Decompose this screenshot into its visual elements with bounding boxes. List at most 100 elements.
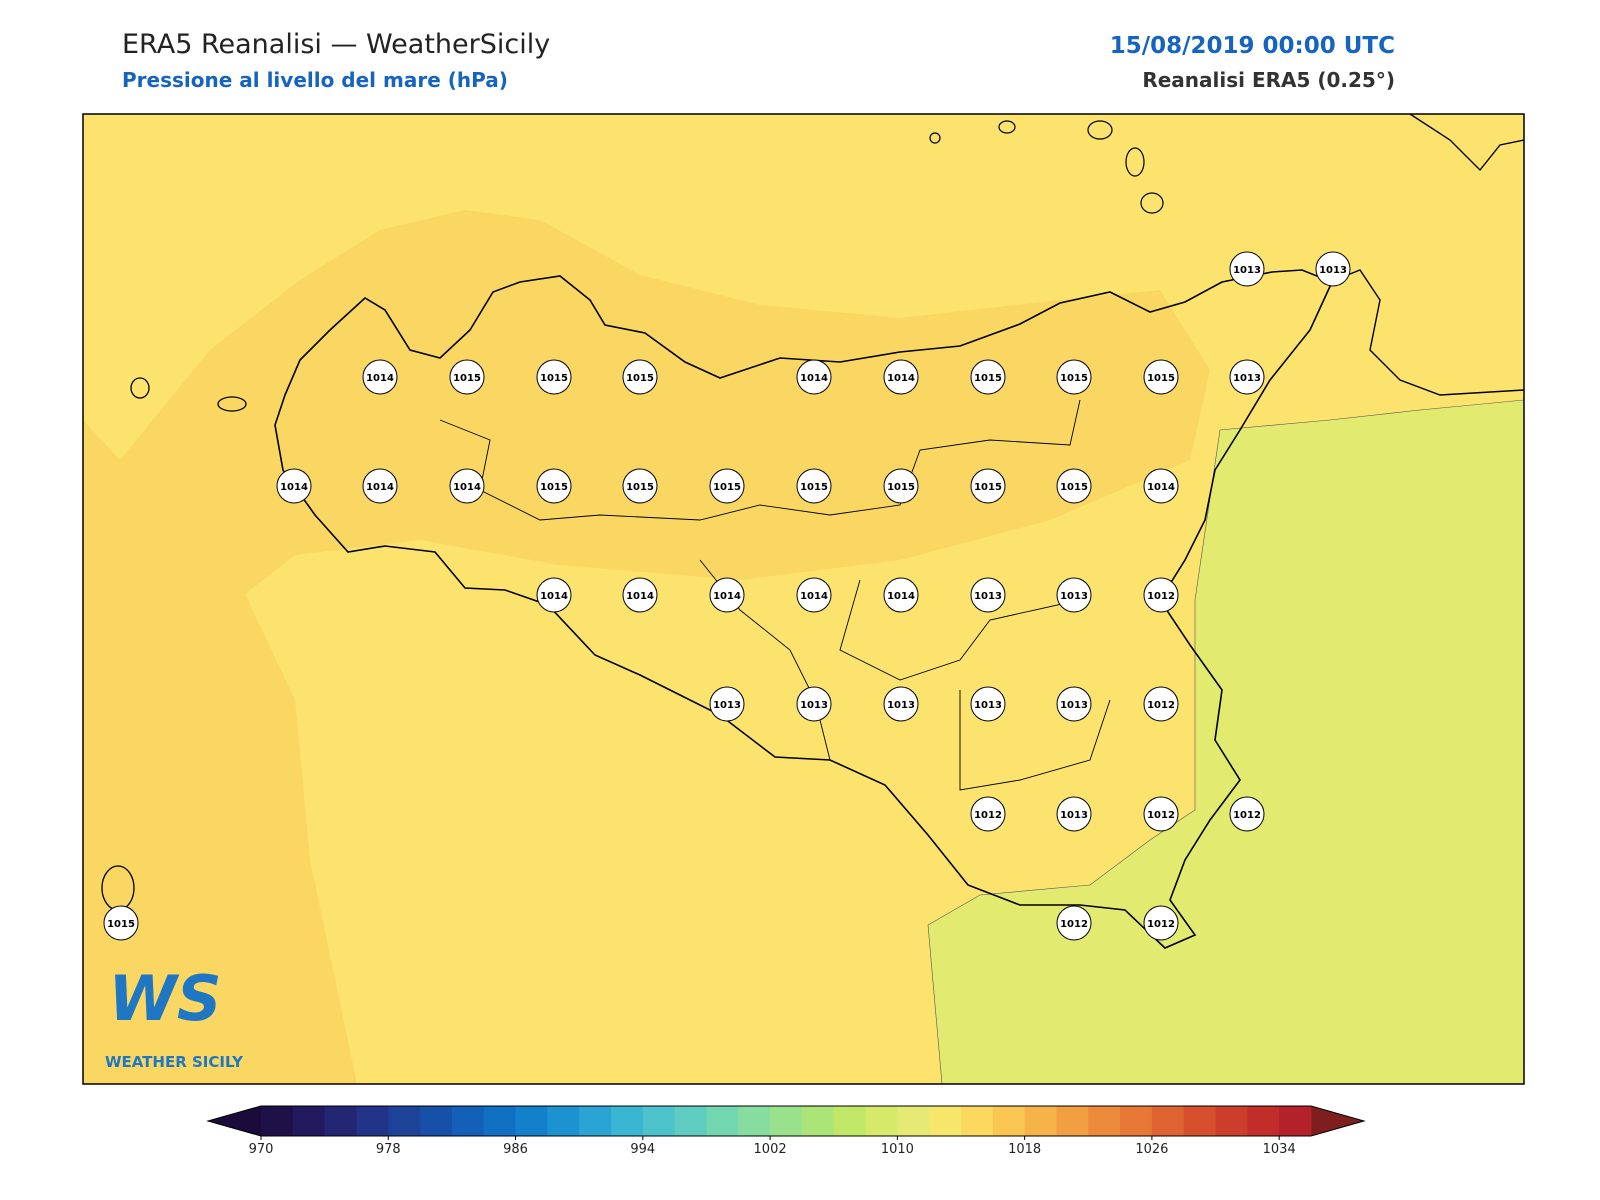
- station-marker: [970, 796, 1006, 832]
- station-value: 1015: [107, 919, 135, 930]
- datetime: 15/08/2019 00:00 UTC: [1110, 33, 1395, 59]
- colorbar-segment: [929, 1106, 962, 1136]
- colorbar-segment: [1056, 1106, 1089, 1136]
- station-marker: [103, 905, 139, 941]
- station-marker: [1229, 796, 1265, 832]
- station-value: 1014: [800, 591, 828, 602]
- colorbar-segment: [1024, 1106, 1057, 1136]
- station-marker: [1143, 905, 1179, 941]
- station-marker: [1056, 686, 1092, 722]
- station: 1014: [362, 359, 398, 395]
- station-value: 1013: [887, 700, 915, 711]
- colorbar-segment: [770, 1106, 803, 1136]
- colorbar-segment: [992, 1106, 1026, 1136]
- station-value: 1013: [800, 700, 828, 711]
- station-marker: [1229, 251, 1265, 287]
- station-value: 1013: [1060, 591, 1088, 602]
- colorbar-tick-label: 1010: [881, 1142, 914, 1157]
- station-marker: [970, 577, 1006, 613]
- station: 1012: [970, 796, 1006, 832]
- station: 1014: [536, 577, 572, 613]
- colorbar-segment: [897, 1106, 930, 1136]
- colorbar-segment: [706, 1106, 739, 1136]
- source: Reanalisi ERA5 (0.25°): [1142, 68, 1395, 92]
- colorbar-segment: [1183, 1106, 1217, 1136]
- station: 1015: [622, 359, 658, 395]
- station-marker: [1056, 359, 1092, 395]
- colorbar-over: [1311, 1106, 1364, 1136]
- station-marker: [536, 359, 572, 395]
- colorbar-segment: [1247, 1106, 1280, 1136]
- colorbar-segment: [1088, 1106, 1121, 1136]
- station-marker: [1056, 468, 1092, 504]
- station: 1012: [1143, 905, 1179, 941]
- station: 1012: [1143, 796, 1179, 832]
- station: 1015: [970, 468, 1006, 504]
- colorbar-segment: [1215, 1106, 1248, 1136]
- station: 1013: [1229, 359, 1265, 395]
- station-value: 1015: [974, 482, 1002, 493]
- colorbar-tick-label: 994: [630, 1142, 655, 1157]
- station: 1013: [1229, 251, 1265, 287]
- station: 1012: [1229, 796, 1265, 832]
- station-value: 1015: [974, 373, 1002, 384]
- colorbar: 970 978 986 994 1002 1010 1018 1026 1034: [206, 1105, 1366, 1157]
- station-value: 1013: [1060, 810, 1088, 821]
- station: 1013: [709, 686, 745, 722]
- station: 1015: [1056, 468, 1092, 504]
- station: 1012: [1143, 577, 1179, 613]
- station-value: 1015: [887, 482, 915, 493]
- island: [130, 377, 150, 399]
- logo-caption: WEATHER SICILY: [105, 1053, 244, 1071]
- station-marker: [709, 577, 745, 613]
- station-value: 1013: [1233, 373, 1261, 384]
- station-value: 1012: [1060, 919, 1088, 930]
- station-value: 1014: [453, 482, 481, 493]
- colorbar-tick-label: 1002: [754, 1142, 787, 1157]
- colorbar-tick-label: 970: [249, 1142, 274, 1157]
- colorbar-segment: [579, 1106, 612, 1136]
- station: 1014: [276, 468, 312, 504]
- colorbar-segment: [833, 1106, 867, 1136]
- station-value: 1014: [887, 373, 915, 384]
- station-value: 1013: [974, 700, 1002, 711]
- station-marker: [1143, 359, 1179, 395]
- station-marker: [362, 468, 398, 504]
- station: 1015: [709, 468, 745, 504]
- colorbar-segment: [961, 1106, 994, 1136]
- station-value: 1015: [540, 482, 568, 493]
- station: 1014: [796, 359, 832, 395]
- station-marker: [622, 577, 658, 613]
- station-marker: [1229, 359, 1265, 395]
- island: [1140, 192, 1164, 214]
- colorbar-tick-label: 1026: [1135, 1142, 1168, 1157]
- station: 1015: [103, 905, 139, 941]
- station-value: 1014: [366, 373, 394, 384]
- station-value: 1012: [1147, 919, 1175, 930]
- station: 1014: [883, 577, 919, 613]
- station-value: 1014: [800, 373, 828, 384]
- station-value: 1015: [1060, 482, 1088, 493]
- station-marker: [362, 359, 398, 395]
- colorbar-segment: [261, 1106, 294, 1136]
- station-value: 1014: [887, 591, 915, 602]
- colorbar-segment: [292, 1106, 326, 1136]
- island: [217, 396, 247, 412]
- colorbar-segment: [1120, 1106, 1153, 1136]
- station-marker: [622, 359, 658, 395]
- station-value: 1012: [1147, 591, 1175, 602]
- colorbar-tick-label: 1034: [1263, 1142, 1296, 1157]
- station: 1013: [970, 577, 1006, 613]
- station-value: 1013: [1060, 700, 1088, 711]
- colorbar-outline: [206, 1105, 1366, 1137]
- colorbar-tick-label: 986: [503, 1142, 528, 1157]
- colorbar-segment: [388, 1106, 421, 1136]
- station-value: 1015: [713, 482, 741, 493]
- station: 1014: [796, 577, 832, 613]
- station: 1014: [883, 359, 919, 395]
- station-marker: [883, 577, 919, 613]
- station-marker: [796, 577, 832, 613]
- colorbar-segment: [483, 1106, 517, 1136]
- station-marker: [709, 468, 745, 504]
- colorbar-segment: [420, 1106, 453, 1136]
